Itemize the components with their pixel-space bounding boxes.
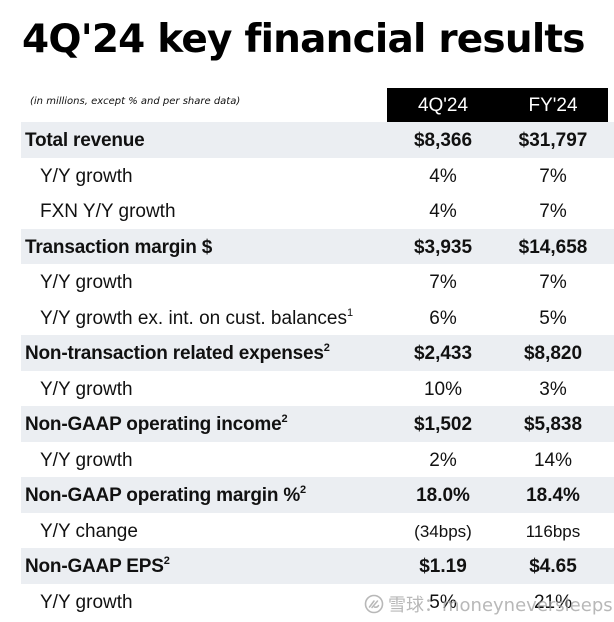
value-4q24: $8,366 (413, 130, 473, 151)
table-row-eps-yy-growth: Y/Y growth 5% 21% (21, 584, 614, 620)
row-label: Non-transaction related expenses2 (25, 342, 330, 365)
table-row-transaction-margin: Transaction margin $ $3,935 $14,658 (21, 228, 614, 264)
value-fy24: 116bps (525, 521, 581, 541)
footnote-marker: 2 (323, 342, 330, 354)
value-fy24: 7% (539, 272, 567, 293)
footnote-marker: 2 (281, 413, 288, 425)
value-fy24: 18.4% (526, 485, 580, 506)
value-fy24: $8,820 (523, 343, 583, 364)
table-row-non-transaction-expenses: Non-transaction related expenses2 $2,433… (21, 335, 614, 371)
value-fy24: $4.65 (529, 556, 577, 577)
footnote-marker: 1 (347, 306, 354, 319)
units-note: (in millions, except % and per share dat… (30, 96, 241, 107)
row-label: Non-GAAP EPS2 (25, 555, 170, 578)
table-row-revenue-fxn-yy-growth: FXN Y/Y growth 4% 7% (21, 193, 614, 229)
row-label: Y/Y growth (40, 449, 133, 471)
row-label: Transaction margin $ (25, 236, 213, 258)
row-label: Non-GAAP operating margin %2 (25, 484, 306, 507)
table-row-operating-margin-yy-change: Y/Y change (34bps) 116bps (21, 513, 614, 549)
value-4q24: $1,502 (413, 414, 473, 435)
table-row-non-gaap-operating-margin: Non-GAAP operating margin %2 18.0% 18.4% (21, 477, 614, 513)
page-title: 4Q'24 key financial results (22, 17, 585, 62)
value-4q24: $2,433 (413, 343, 473, 364)
row-label: Y/Y growth (40, 591, 133, 613)
column-header-4q24: 4Q'24 (417, 95, 469, 116)
value-fy24: 14% (533, 449, 573, 471)
value-fy24: $31,797 (518, 130, 588, 151)
row-label: Y/Y growth (40, 165, 133, 187)
table-row-non-gaap-eps: Non-GAAP EPS2 $1.19 $4.65 (21, 548, 614, 584)
table-row-non-gaap-operating-income: Non-GAAP operating income2 $1,502 $5,838 (21, 406, 614, 442)
value-4q24: 2% (429, 449, 457, 471)
table-row-expenses-yy-growth: Y/Y growth 10% 3% (21, 371, 614, 407)
value-4q24: 10% (423, 378, 463, 400)
value-4q24: $3,935 (413, 236, 473, 258)
column-header-bar: 4Q'24 FY'24 (387, 88, 608, 122)
financial-results-table: Total revenue $8,366 $31,797 Y/Y growth … (21, 122, 614, 619)
value-4q24: (34bps) (414, 521, 472, 541)
value-4q24: 6% (429, 307, 457, 329)
value-fy24: 5% (539, 307, 567, 329)
value-fy24: $5,838 (523, 414, 583, 435)
value-fy24: 3% (539, 378, 567, 400)
row-label: Y/Y growth (40, 272, 133, 293)
table-row-transaction-margin-yy-growth-ex-interest: Y/Y growth ex. int. on cust. balances1 6… (21, 300, 614, 336)
column-header-fy24: FY'24 (528, 95, 578, 116)
value-4q24: 5% (429, 591, 457, 613)
value-fy24: 7% (539, 165, 567, 187)
row-label: FXN Y/Y growth (40, 201, 176, 222)
value-4q24: 7% (429, 272, 457, 293)
row-label: Y/Y growth (40, 378, 133, 400)
row-label: Total revenue (25, 130, 145, 151)
row-label: Non-GAAP operating income2 (25, 413, 288, 436)
value-fy24: 7% (539, 201, 567, 222)
value-4q24: 4% (429, 201, 457, 222)
value-4q24: 18.0% (416, 485, 470, 506)
row-label: Y/Y growth ex. int. on cust. balances1 (40, 306, 354, 329)
value-fy24: $14,658 (518, 236, 588, 258)
table-row-revenue-yy-growth: Y/Y growth 4% 7% (21, 158, 614, 194)
value-fy24: 21% (533, 591, 573, 613)
value-4q24: $1.19 (419, 556, 467, 577)
table-row-transaction-margin-yy-growth: Y/Y growth 7% 7% (21, 264, 614, 300)
footnote-marker: 2 (163, 555, 170, 567)
table-row-operating-income-yy-growth: Y/Y growth 2% 14% (21, 442, 614, 478)
table-row-total-revenue: Total revenue $8,366 $31,797 (21, 122, 614, 158)
row-label: Y/Y change (40, 520, 138, 542)
footnote-marker: 2 (300, 484, 306, 496)
value-4q24: 4% (429, 165, 457, 187)
